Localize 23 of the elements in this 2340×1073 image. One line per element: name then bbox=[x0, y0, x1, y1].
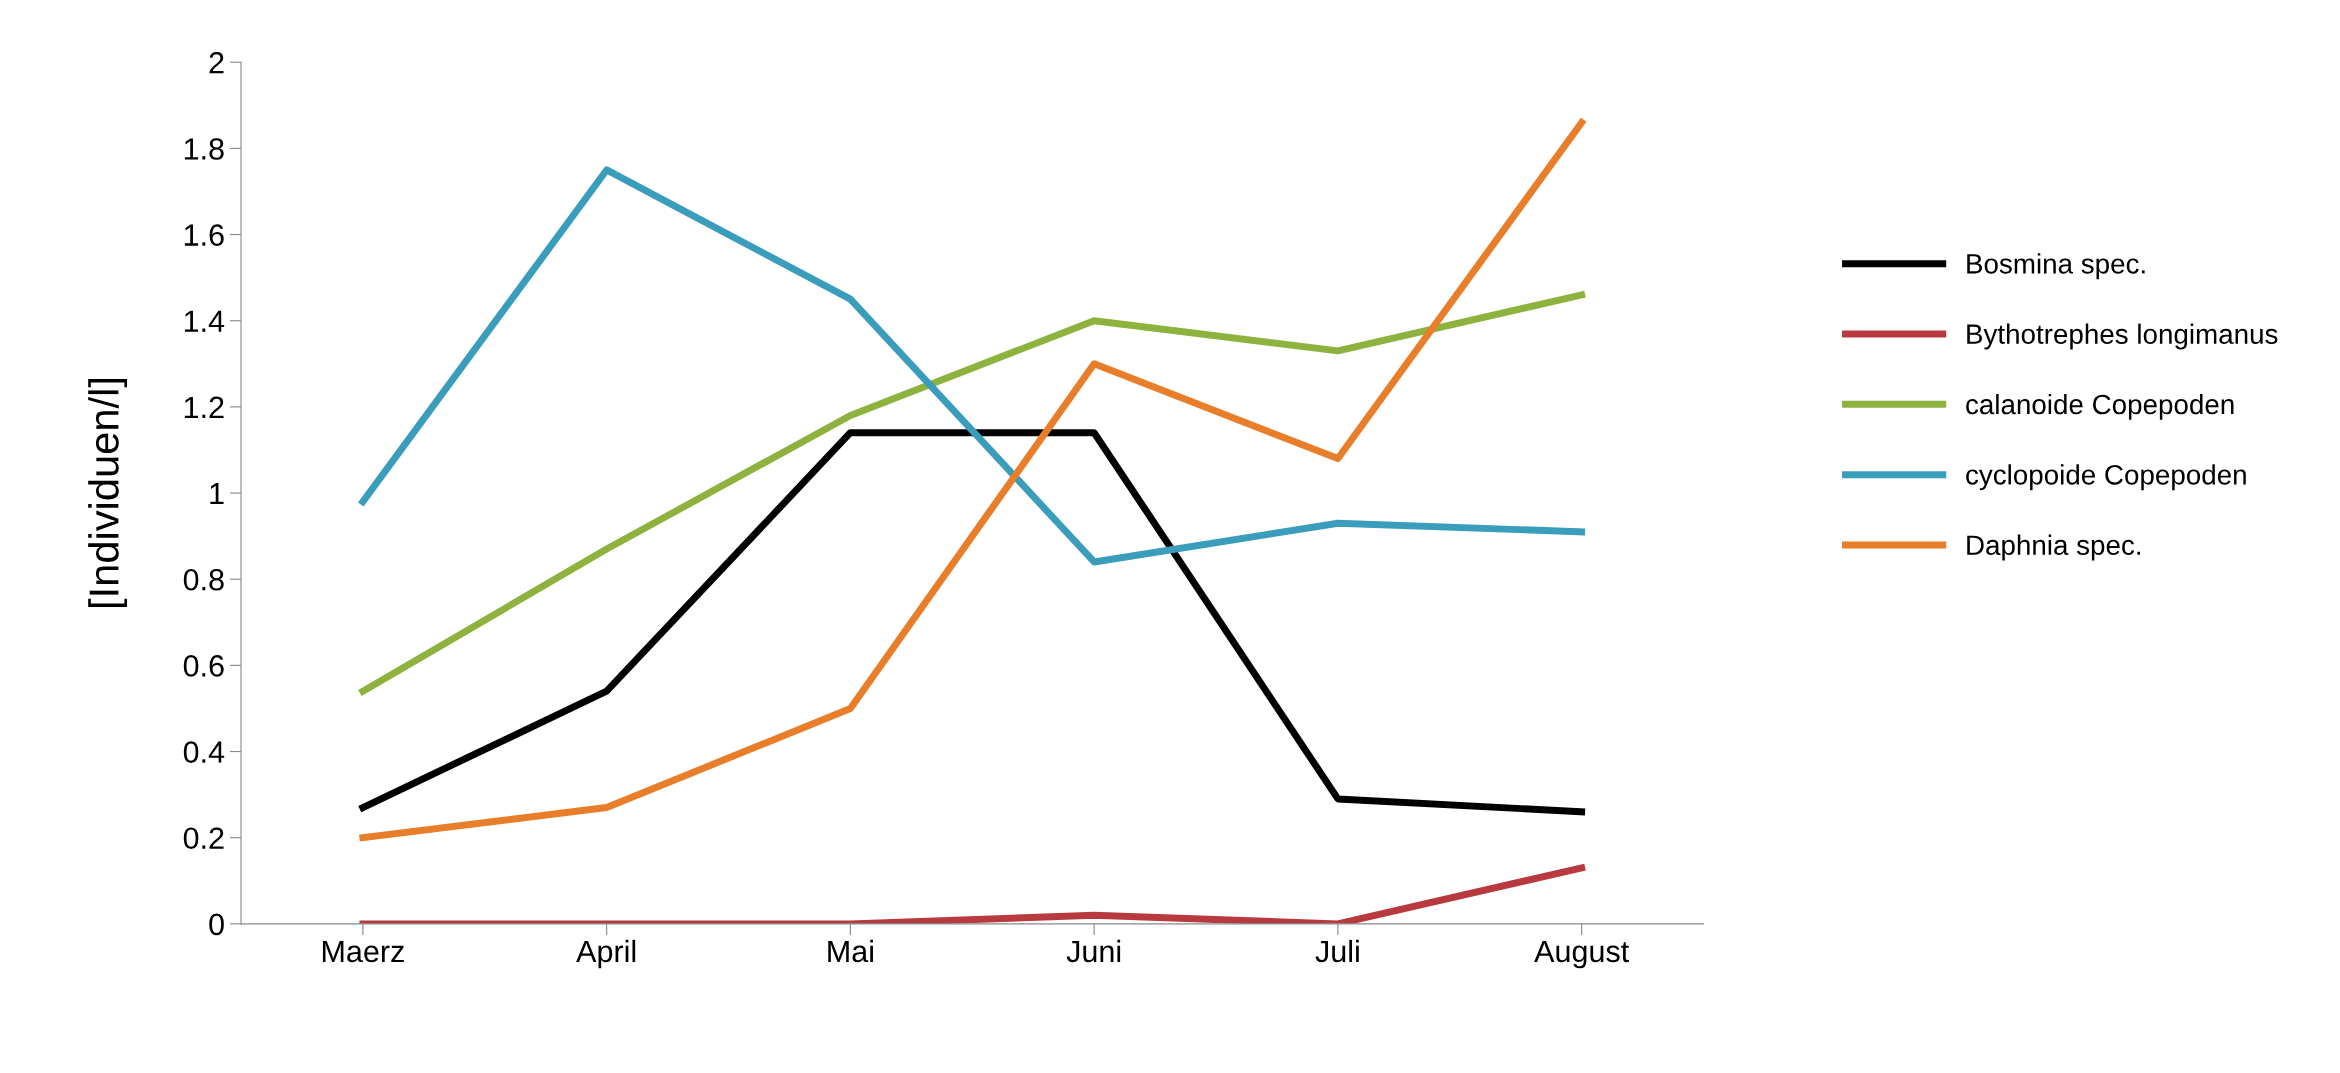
legend-label: Daphnia spec. bbox=[1967, 534, 2141, 561]
y-tick-label: 0 bbox=[209, 913, 224, 936]
y-tick-label: 0.4 bbox=[183, 741, 225, 763]
y-tick-label: 0.2 bbox=[183, 827, 224, 850]
y-tick-label: 2 bbox=[209, 51, 224, 74]
y-tick-label: 1.6 bbox=[184, 224, 224, 246]
y-tick-label: 1.2 bbox=[184, 396, 224, 418]
legend-label: calanoide Copepoden bbox=[1966, 393, 2234, 420]
y-tick-label: 0.8 bbox=[183, 568, 224, 591]
x-tick-label: August bbox=[1534, 940, 1629, 969]
y-tick-label: 1.4 bbox=[184, 310, 225, 332]
legend-label: Bosmina spec. bbox=[1967, 253, 2145, 280]
y-tick-label: 0.6 bbox=[183, 655, 224, 677]
x-tick-label: Mai bbox=[828, 939, 873, 963]
legend-label: Bythotrephes longimanus bbox=[1967, 323, 2278, 350]
legend-label: cyclopoide Copepoden bbox=[1966, 464, 2246, 491]
y-axis-title: [Individuen/l] bbox=[88, 379, 128, 608]
x-tick-label: Juni bbox=[1066, 939, 1121, 963]
y-tick-label: 1.8 bbox=[184, 138, 224, 160]
x-tick-label: Juli bbox=[1315, 939, 1359, 963]
x-tick-label: April bbox=[576, 939, 636, 969]
y-tick-label: 1 bbox=[210, 483, 224, 505]
x-tick-label: Maerz bbox=[322, 940, 404, 963]
